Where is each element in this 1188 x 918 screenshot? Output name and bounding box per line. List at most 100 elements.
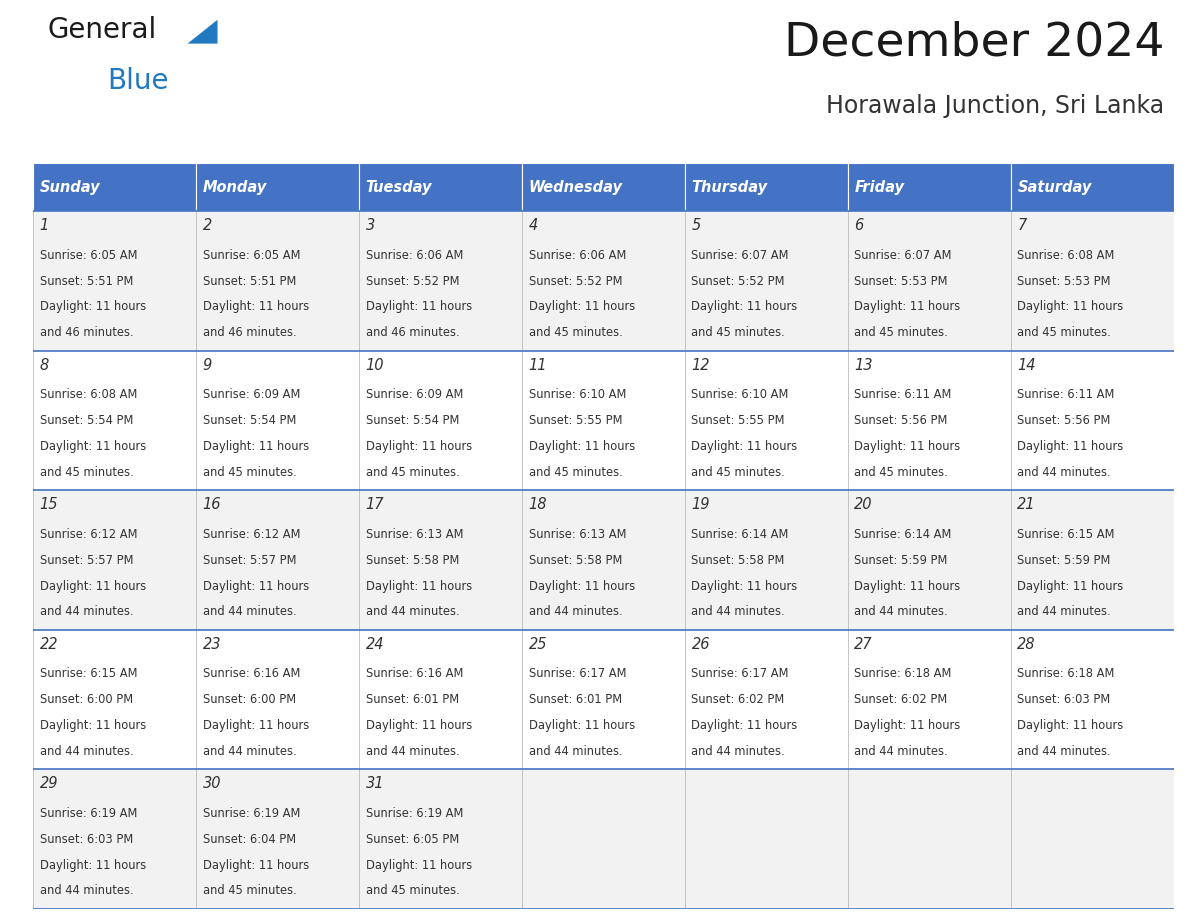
Text: Sunrise: 6:19 AM: Sunrise: 6:19 AM [366,807,463,820]
Text: Sunset: 6:02 PM: Sunset: 6:02 PM [691,693,785,706]
Text: and 45 minutes.: and 45 minutes. [366,465,460,479]
Text: Sunset: 5:58 PM: Sunset: 5:58 PM [529,554,623,566]
Text: Sunrise: 6:18 AM: Sunrise: 6:18 AM [854,667,952,680]
Bar [33,163,196,211]
Text: Sunset: 5:53 PM: Sunset: 5:53 PM [1017,274,1111,287]
Text: Sunrise: 6:15 AM: Sunrise: 6:15 AM [39,667,138,680]
Text: Sunrise: 6:11 AM: Sunrise: 6:11 AM [854,388,952,401]
Bar [848,769,1011,909]
Text: 21: 21 [1017,498,1036,512]
Text: Sunrise: 6:18 AM: Sunrise: 6:18 AM [1017,667,1114,680]
Text: Sunset: 5:52 PM: Sunset: 5:52 PM [529,274,623,287]
Text: Sunset: 5:55 PM: Sunset: 5:55 PM [529,414,623,427]
Bar [359,163,522,211]
Text: Sunset: 5:51 PM: Sunset: 5:51 PM [39,274,133,287]
Text: Sunrise: 6:07 AM: Sunrise: 6:07 AM [691,249,789,262]
Text: Sunset: 5:52 PM: Sunset: 5:52 PM [366,274,459,287]
Text: Sunrise: 6:15 AM: Sunrise: 6:15 AM [1017,528,1114,541]
Text: and 44 minutes.: and 44 minutes. [529,744,623,758]
Text: Sunrise: 6:19 AM: Sunrise: 6:19 AM [39,807,137,820]
Text: 13: 13 [854,358,873,373]
Text: and 45 minutes.: and 45 minutes. [854,326,948,340]
Text: Daylight: 11 hours: Daylight: 11 hours [203,858,309,871]
Text: Sunrise: 6:06 AM: Sunrise: 6:06 AM [366,249,463,262]
Text: 23: 23 [203,637,221,652]
Text: Daylight: 11 hours: Daylight: 11 hours [203,579,309,592]
Text: 10: 10 [366,358,384,373]
Text: 28: 28 [1017,637,1036,652]
Text: Sunset: 5:59 PM: Sunset: 5:59 PM [854,554,948,566]
Bar [685,211,848,351]
Bar [1011,490,1174,630]
Text: and 45 minutes.: and 45 minutes. [203,884,297,898]
Text: Sunrise: 6:16 AM: Sunrise: 6:16 AM [203,667,301,680]
Text: and 44 minutes.: and 44 minutes. [691,744,785,758]
Text: Daylight: 11 hours: Daylight: 11 hours [529,440,634,453]
Bar [196,211,359,351]
Text: Sunset: 5:58 PM: Sunset: 5:58 PM [691,554,785,566]
Text: Sunset: 6:05 PM: Sunset: 6:05 PM [366,833,459,845]
Text: 3: 3 [366,218,375,233]
Text: Daylight: 11 hours: Daylight: 11 hours [529,300,634,313]
Text: 26: 26 [691,637,710,652]
Bar [685,630,848,769]
Text: Sunset: 5:56 PM: Sunset: 5:56 PM [1017,414,1111,427]
Text: Sunset: 6:01 PM: Sunset: 6:01 PM [529,693,621,706]
Bar [522,769,685,909]
Text: Sunset: 6:00 PM: Sunset: 6:00 PM [39,693,133,706]
Text: Daylight: 11 hours: Daylight: 11 hours [1017,300,1124,313]
Text: Sunrise: 6:10 AM: Sunrise: 6:10 AM [529,388,626,401]
Text: 5: 5 [691,218,701,233]
Text: 18: 18 [529,498,546,512]
Text: Sunset: 6:04 PM: Sunset: 6:04 PM [203,833,296,845]
Text: Daylight: 11 hours: Daylight: 11 hours [39,300,146,313]
Text: Sunrise: 6:12 AM: Sunrise: 6:12 AM [39,528,138,541]
Text: and 44 minutes.: and 44 minutes. [366,744,460,758]
Text: and 44 minutes.: and 44 minutes. [366,605,460,619]
Text: Sunset: 5:56 PM: Sunset: 5:56 PM [854,414,948,427]
Bar [359,351,522,490]
Text: and 46 minutes.: and 46 minutes. [366,326,460,340]
Bar [33,211,196,351]
Text: and 44 minutes.: and 44 minutes. [1017,465,1111,479]
Text: and 45 minutes.: and 45 minutes. [691,465,785,479]
Bar [359,211,522,351]
Text: Sunrise: 6:16 AM: Sunrise: 6:16 AM [366,667,463,680]
Bar [196,630,359,769]
Bar [522,163,685,211]
Text: Daylight: 11 hours: Daylight: 11 hours [691,579,797,592]
Text: 16: 16 [203,498,221,512]
Bar [522,630,685,769]
Text: Daylight: 11 hours: Daylight: 11 hours [39,579,146,592]
Text: and 45 minutes.: and 45 minutes. [529,465,623,479]
Text: Daylight: 11 hours: Daylight: 11 hours [366,579,472,592]
Text: Tuesday: Tuesday [366,180,432,195]
Text: Daylight: 11 hours: Daylight: 11 hours [366,858,472,871]
Text: Sunrise: 6:10 AM: Sunrise: 6:10 AM [691,388,789,401]
Text: 15: 15 [39,498,58,512]
Text: Sunset: 5:55 PM: Sunset: 5:55 PM [691,414,785,427]
Text: and 44 minutes.: and 44 minutes. [39,605,133,619]
Text: Sunset: 5:52 PM: Sunset: 5:52 PM [691,274,785,287]
Text: Daylight: 11 hours: Daylight: 11 hours [1017,579,1124,592]
Text: 24: 24 [366,637,384,652]
Text: 8: 8 [39,358,49,373]
Text: Daylight: 11 hours: Daylight: 11 hours [366,719,472,732]
Text: Sunrise: 6:05 AM: Sunrise: 6:05 AM [203,249,301,262]
Text: Daylight: 11 hours: Daylight: 11 hours [691,300,797,313]
Text: and 45 minutes.: and 45 minutes. [691,326,785,340]
Text: Daylight: 11 hours: Daylight: 11 hours [854,300,961,313]
Text: and 45 minutes.: and 45 minutes. [366,884,460,898]
Text: Daylight: 11 hours: Daylight: 11 hours [203,719,309,732]
Text: and 44 minutes.: and 44 minutes. [1017,744,1111,758]
Text: Daylight: 11 hours: Daylight: 11 hours [203,440,309,453]
Text: and 46 minutes.: and 46 minutes. [39,326,133,340]
Bar [522,211,685,351]
Bar [685,769,848,909]
Bar [1011,211,1174,351]
Text: Sunrise: 6:17 AM: Sunrise: 6:17 AM [691,667,789,680]
Text: Sunset: 6:02 PM: Sunset: 6:02 PM [854,693,948,706]
Text: and 45 minutes.: and 45 minutes. [203,465,297,479]
Text: and 44 minutes.: and 44 minutes. [854,605,948,619]
Text: 30: 30 [203,777,221,791]
